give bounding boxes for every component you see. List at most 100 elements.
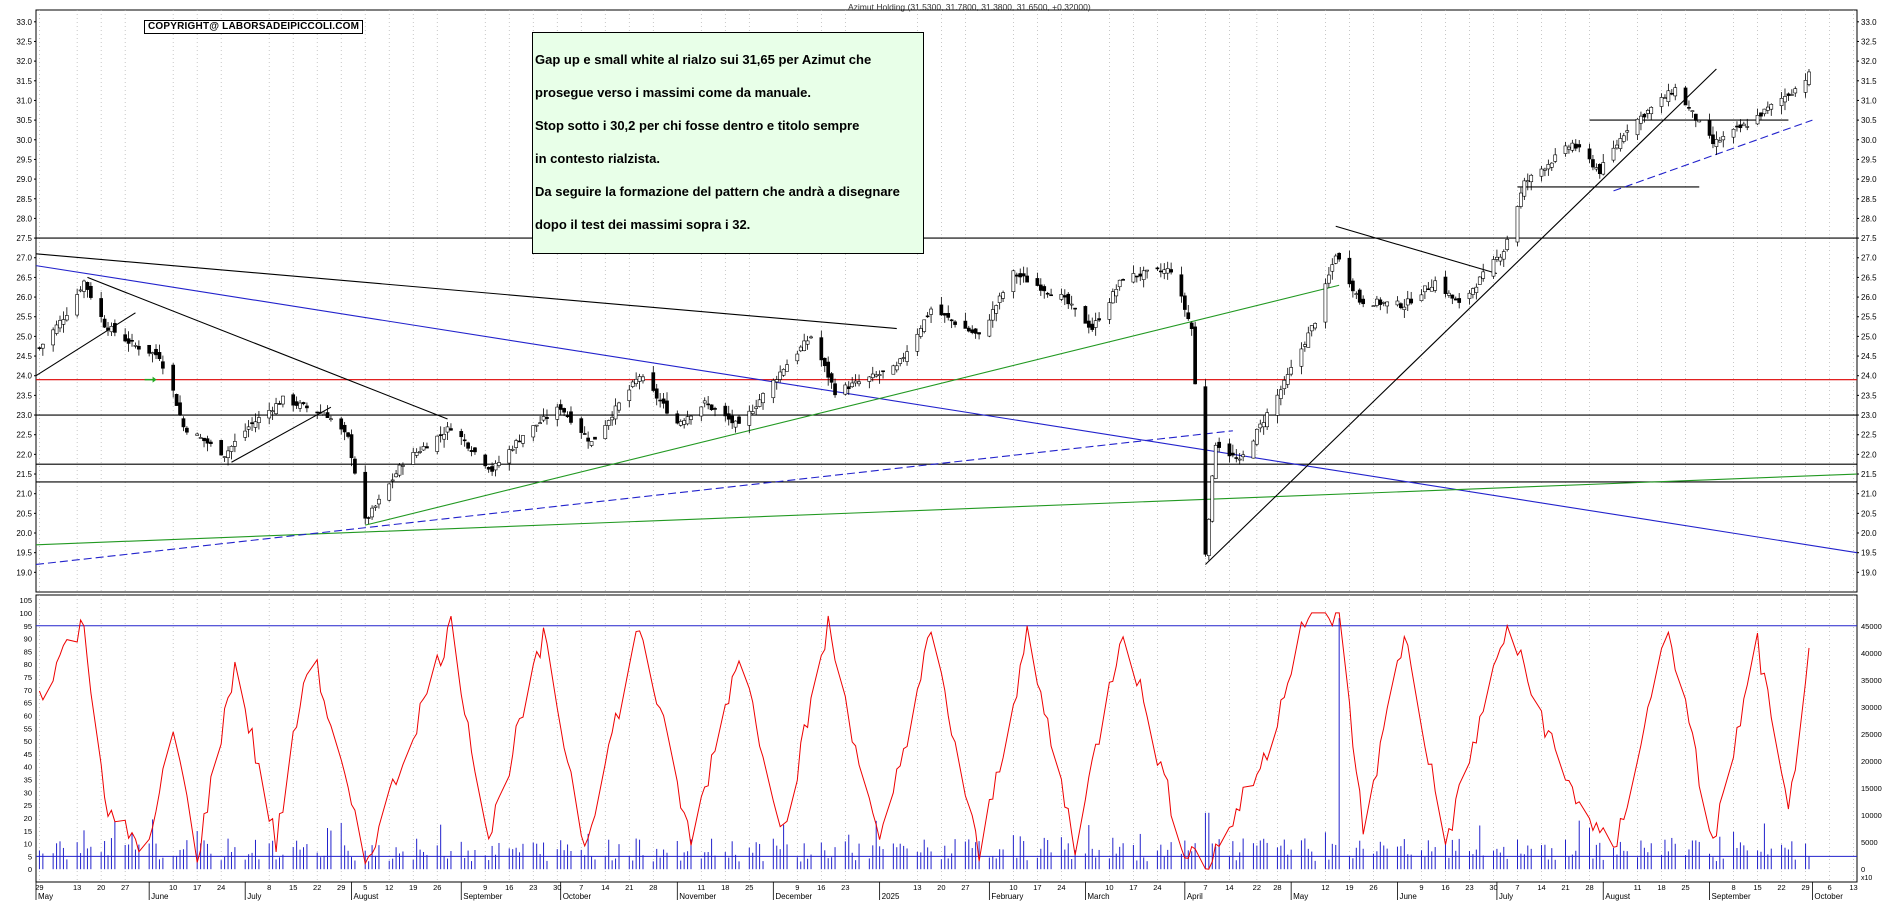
candle-black bbox=[1138, 273, 1143, 277]
candle-black bbox=[1158, 270, 1163, 273]
candle-black bbox=[1738, 124, 1743, 129]
candle-white bbox=[507, 449, 512, 464]
candle-white bbox=[1553, 154, 1558, 162]
candle-black bbox=[1337, 252, 1342, 260]
x-day-label: 26 bbox=[1369, 883, 1377, 892]
candle-black bbox=[1097, 318, 1101, 321]
x-day-label: 20 bbox=[937, 883, 945, 892]
price-tick-left: 19.0 bbox=[16, 568, 32, 577]
volume-tick: 0 bbox=[1861, 865, 1865, 874]
candle-white bbox=[195, 433, 200, 436]
candle-black bbox=[970, 329, 975, 333]
x-month-label: June bbox=[1399, 892, 1417, 901]
price-tick-right: 23.0 bbox=[1861, 411, 1877, 420]
candle-white bbox=[1309, 325, 1314, 332]
candle-white bbox=[1639, 115, 1643, 124]
candle-black bbox=[483, 454, 488, 467]
candle-black bbox=[185, 427, 189, 433]
candle-white bbox=[1313, 323, 1318, 329]
price-tick-right: 31.5 bbox=[1861, 77, 1877, 86]
candle-white bbox=[1567, 146, 1571, 150]
candle-white bbox=[267, 410, 272, 419]
candle-white bbox=[1251, 440, 1256, 459]
x-day-label: 25 bbox=[1681, 883, 1689, 892]
candle-black bbox=[466, 442, 470, 449]
price-tick-left: 29.0 bbox=[16, 175, 32, 184]
candle-white bbox=[1275, 394, 1280, 416]
volume-tick: 35000 bbox=[1861, 676, 1882, 685]
candle-black bbox=[558, 404, 563, 410]
candle-black bbox=[658, 399, 662, 402]
candle-white bbox=[1069, 303, 1074, 306]
candle-black bbox=[819, 337, 824, 361]
candle-white bbox=[1570, 142, 1575, 151]
x-month-label: February bbox=[991, 892, 1023, 901]
volume-tick: 5000 bbox=[1861, 838, 1878, 847]
oscillator-tick: 10 bbox=[24, 840, 32, 849]
volume-tick: 25000 bbox=[1861, 730, 1882, 739]
price-tick-left: 24.5 bbox=[16, 352, 32, 361]
candle-white bbox=[497, 462, 501, 466]
candle-black bbox=[963, 320, 968, 329]
price-tick-left: 26.0 bbox=[16, 293, 32, 302]
x-month-label: March bbox=[1087, 892, 1109, 901]
price-tick-left: 29.5 bbox=[16, 155, 32, 164]
candle-black bbox=[562, 408, 566, 413]
candle-white bbox=[61, 319, 66, 325]
candle-white bbox=[853, 380, 858, 384]
candle-black bbox=[315, 411, 320, 414]
candle-black bbox=[99, 298, 104, 317]
candle-black bbox=[1018, 273, 1023, 278]
x-month-label: September bbox=[1712, 892, 1751, 901]
candle-black bbox=[545, 417, 549, 419]
candle-white bbox=[1162, 269, 1167, 274]
candle-black bbox=[490, 466, 494, 472]
candle-white bbox=[133, 345, 138, 347]
x-day-label: 19 bbox=[1345, 883, 1353, 892]
candle-black bbox=[1025, 275, 1029, 283]
candle-black bbox=[85, 282, 90, 290]
candle-black bbox=[582, 433, 587, 435]
trend-line bbox=[35, 430, 1233, 566]
x-month-label: May bbox=[38, 892, 53, 901]
candle-black bbox=[946, 313, 951, 318]
x-day-label: 14 bbox=[1537, 883, 1545, 892]
candle-black bbox=[89, 285, 93, 298]
candle-black bbox=[1121, 279, 1125, 281]
candle-white bbox=[1354, 293, 1359, 295]
candle-white bbox=[1498, 256, 1503, 262]
price-tick-left: 33.0 bbox=[16, 18, 32, 27]
candle-black bbox=[713, 408, 717, 410]
candle-white bbox=[610, 416, 614, 421]
x-month-label: August bbox=[354, 892, 380, 901]
candle-black bbox=[113, 323, 117, 333]
candle-black bbox=[1038, 284, 1043, 291]
candle-white bbox=[918, 328, 923, 337]
candle-white bbox=[627, 389, 632, 401]
candle-white bbox=[1769, 104, 1774, 110]
x-day-label: 24 bbox=[1153, 883, 1161, 892]
candle-black bbox=[942, 313, 947, 316]
oscillator-tick: 35 bbox=[24, 776, 32, 785]
price-tick-left: 22.5 bbox=[16, 431, 32, 440]
candle-white bbox=[1255, 428, 1259, 445]
price-tick-left: 19.5 bbox=[16, 549, 32, 558]
candle-white bbox=[678, 421, 683, 426]
candle-white bbox=[997, 295, 1002, 303]
x-day-label: 5 bbox=[363, 883, 367, 892]
candle-white bbox=[1717, 140, 1722, 143]
candle-black bbox=[1042, 286, 1047, 292]
candle-black bbox=[1231, 452, 1235, 456]
candle-white bbox=[898, 358, 903, 364]
candle-black bbox=[1182, 295, 1187, 310]
trend-line bbox=[35, 265, 1858, 554]
candle-black bbox=[1378, 299, 1383, 305]
note-line: in contesto rialzista. bbox=[535, 150, 660, 166]
candle-black bbox=[826, 361, 831, 378]
x-day-label: 22 bbox=[1253, 883, 1261, 892]
candle-black bbox=[325, 412, 330, 418]
candle-black bbox=[517, 440, 522, 443]
candle-black bbox=[318, 411, 323, 414]
candle-white bbox=[1539, 168, 1544, 177]
candle-white bbox=[1721, 136, 1726, 141]
